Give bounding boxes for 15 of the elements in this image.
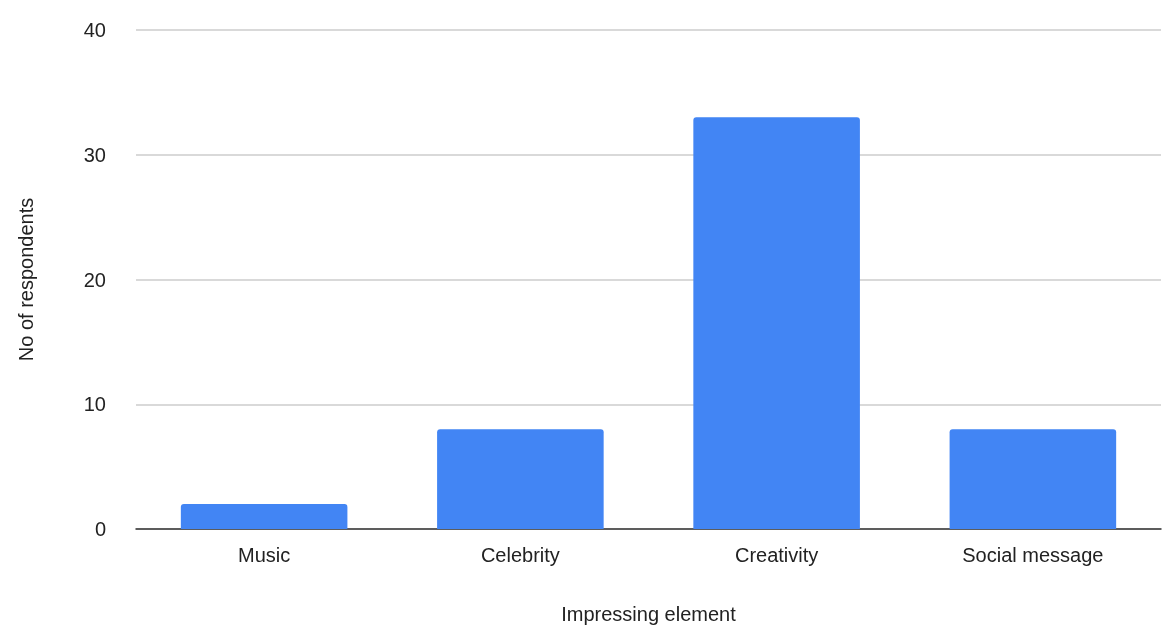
x-tick-label: Creativity xyxy=(734,544,819,566)
bar xyxy=(437,429,604,529)
y-tick-label: 30 xyxy=(83,143,106,166)
bar xyxy=(949,429,1117,529)
bar xyxy=(180,504,348,529)
y-axis-title: No of respondents xyxy=(15,197,37,362)
x-tick-label: Music xyxy=(238,544,291,566)
y-tick-label: 10 xyxy=(83,393,106,416)
y-tick-label: 20 xyxy=(83,268,106,291)
y-tick-label: 40 xyxy=(83,19,106,41)
x-tick-label: Celebrity xyxy=(480,544,560,566)
x-tick-label: Social message xyxy=(962,544,1104,566)
bar xyxy=(693,117,860,529)
x-axis-title: Impressing element xyxy=(561,603,737,625)
y-tick-label: 0 xyxy=(94,518,106,540)
